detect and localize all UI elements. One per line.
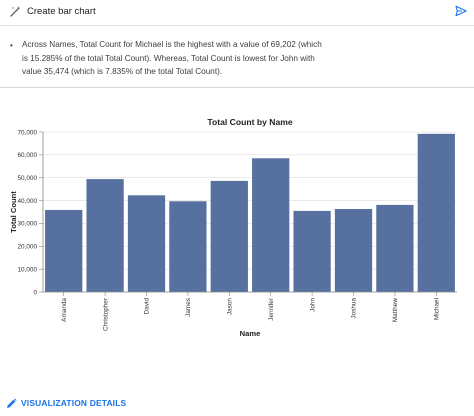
y-tick-label: 50,000 <box>17 175 37 182</box>
visualization-details-label: VISUALIZATION DETAILS <box>21 398 127 408</box>
section-divider <box>0 87 474 88</box>
bar-james[interactable] <box>169 201 207 292</box>
y-tick-label: 60,000 <box>17 152 37 159</box>
bar-joshua[interactable] <box>334 209 373 292</box>
pencil-icon <box>7 397 17 408</box>
visualization-details-button[interactable]: VISUALIZATION DETAILS <box>6 396 126 410</box>
x-tick-label: Matthew <box>392 298 399 323</box>
y-tick-label: 20,000 <box>17 244 37 251</box>
bar-michael[interactable] <box>417 133 455 292</box>
y-tick-label: 40,000 <box>17 198 37 205</box>
send-icon[interactable] <box>455 5 467 17</box>
x-tick-label: Amanda <box>61 298 68 322</box>
prompt-bar: Create bar chart <box>0 0 474 26</box>
x-axis-label: Name <box>240 329 261 338</box>
y-tick-label: 0 <box>33 289 37 296</box>
x-axis-ticks: Amanda Christopher David James Jason Jennifer… <box>43 291 457 331</box>
x-tick-label: Jason <box>227 298 234 315</box>
insight-text: Across Names, Total Count for Michael is… <box>22 40 322 76</box>
chart-canvas: Total Count by Name 0 10,000 20,000 30,000 4… <box>9 117 457 338</box>
x-tick-label: James <box>185 298 192 317</box>
bar-amanda[interactable] <box>45 209 83 292</box>
y-tick-label: 30,000 <box>17 221 37 228</box>
y-axis-label: Total Count <box>9 191 18 233</box>
y-tick-label: 70,000 <box>17 129 37 136</box>
bars <box>45 133 455 292</box>
magic-wand-icon <box>10 6 21 17</box>
y-tick-label: 10,000 <box>17 266 37 273</box>
bar-christopher[interactable] <box>86 179 124 292</box>
bar-jennifer[interactable] <box>252 158 290 292</box>
bar-matthew[interactable] <box>376 204 414 292</box>
bar-john[interactable] <box>293 210 331 292</box>
y-axis-ticks: 0 10,000 20,000 30,000 40,000 50,000 60,000 70,… <box>17 129 44 296</box>
x-tick-label: Joshua <box>351 298 358 319</box>
chart-title: Total Count by Name <box>207 117 293 127</box>
bar-jason[interactable] <box>210 180 248 292</box>
x-tick-label: Michael <box>434 298 441 320</box>
bullet-point: • <box>10 41 13 50</box>
x-tick-label: Jennifer <box>268 297 275 321</box>
x-tick-label: John <box>309 298 316 312</box>
bar-david[interactable] <box>127 195 166 292</box>
x-tick-label: Christopher <box>102 297 109 331</box>
prompt-text: Create bar chart <box>27 6 96 17</box>
x-tick-label: David <box>144 298 151 315</box>
bar-chart: Total Count by Name 0 10,000 20,000 30,000 4… <box>0 110 474 345</box>
